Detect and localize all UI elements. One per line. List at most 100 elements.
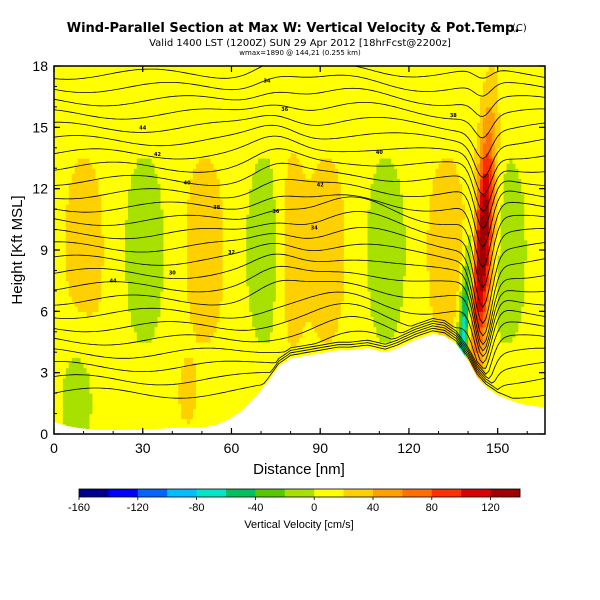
velocity-cell [190,270,194,277]
velocity-cell [89,250,94,256]
velocity-cell [133,183,138,190]
velocity-cell [169,306,173,312]
velocity-cell [175,122,179,128]
velocity-cell [119,270,123,277]
velocity-cell [243,66,247,72]
velocity-cell [237,342,241,348]
velocity-cell [133,152,138,159]
velocity-cell [65,101,70,108]
velocity-cell [222,122,227,128]
velocity-cell [83,147,88,154]
velocity-cell [54,152,58,159]
velocity-cell [95,347,99,353]
velocity-cell [65,193,70,200]
velocity-cell [246,209,250,215]
velocity-cell [178,147,182,154]
velocity-cell [240,331,244,338]
velocity-cell [133,357,138,364]
velocity-cell [154,81,159,88]
velocity-cell [107,117,111,123]
velocity-cell [240,147,244,154]
velocity-cell [71,372,76,379]
velocity-cell [240,66,244,72]
velocity-cell [219,81,224,88]
velocity-cell [187,168,191,174]
velocity-cell [175,352,179,358]
velocity-cell [59,96,64,103]
velocity-cell [222,393,227,399]
velocity-cell [249,285,253,292]
velocity-cell [130,229,135,236]
velocity-cell [95,86,99,93]
velocity-cell [201,285,206,292]
velocity-cell [198,183,203,190]
velocity-cell [86,244,91,251]
velocity-cell [258,311,262,318]
velocity-cell [234,117,238,123]
velocity-cell [222,260,227,266]
velocity-cell [92,326,97,333]
velocity-cell [157,244,162,251]
velocity-cell [86,362,91,369]
velocity-cell [160,423,165,430]
velocity-cell [148,193,153,200]
velocity-cell [252,306,256,312]
velocity-cell [184,336,188,343]
velocity-cell [139,137,144,144]
velocity-cell [142,321,147,328]
velocity-cell [246,347,250,353]
velocity-cell [56,178,61,185]
velocity-cell [130,408,135,415]
velocity-cell [62,342,67,348]
velocity-cell [219,311,224,318]
velocity-cell [193,352,197,358]
velocity-cell [213,347,218,353]
velocity-cell [62,311,67,318]
velocity-cell [231,275,236,282]
velocity-cell [107,290,111,297]
velocity-cell [83,265,88,272]
velocity-cell [127,377,132,384]
velocity-cell [193,142,197,149]
velocity-cell [74,147,79,154]
velocity-cell [252,91,256,98]
velocity-cell [104,137,108,144]
velocity-cell [104,382,108,389]
velocity-cell [104,178,108,185]
velocity-cell [190,250,194,256]
velocity-cell [172,423,176,430]
velocity-cell [204,413,209,420]
velocity-cell [92,393,97,399]
velocity-cell [219,101,224,108]
velocity-cell [139,168,144,174]
velocity-cell [187,244,191,251]
velocity-cell [77,275,82,282]
velocity-cell [225,331,230,338]
velocity-cell [172,127,176,134]
velocity-cell [225,142,230,149]
velocity-cell [113,198,117,205]
velocity-cell [104,275,108,282]
velocity-cell [71,224,76,231]
velocity-cell [207,270,212,277]
velocity-cell [116,158,120,164]
velocity-cell [237,137,241,144]
velocity-cell [101,301,105,307]
velocity-cell [142,198,147,205]
velocity-cell [175,408,179,415]
velocity-cell [243,127,247,134]
velocity-cell [86,311,91,318]
velocity-cell [234,306,238,312]
velocity-cell [110,66,114,72]
velocity-cell [207,382,212,389]
velocity-cell [207,76,212,82]
velocity-cell [154,326,159,333]
velocity-cell [142,393,147,399]
velocity-cell [178,234,182,241]
velocity-cell [54,362,58,369]
velocity-cell [210,209,215,215]
velocity-cell [77,362,82,369]
velocity-cell [252,342,256,348]
velocity-cell [216,367,221,374]
velocity-cell [130,112,135,118]
